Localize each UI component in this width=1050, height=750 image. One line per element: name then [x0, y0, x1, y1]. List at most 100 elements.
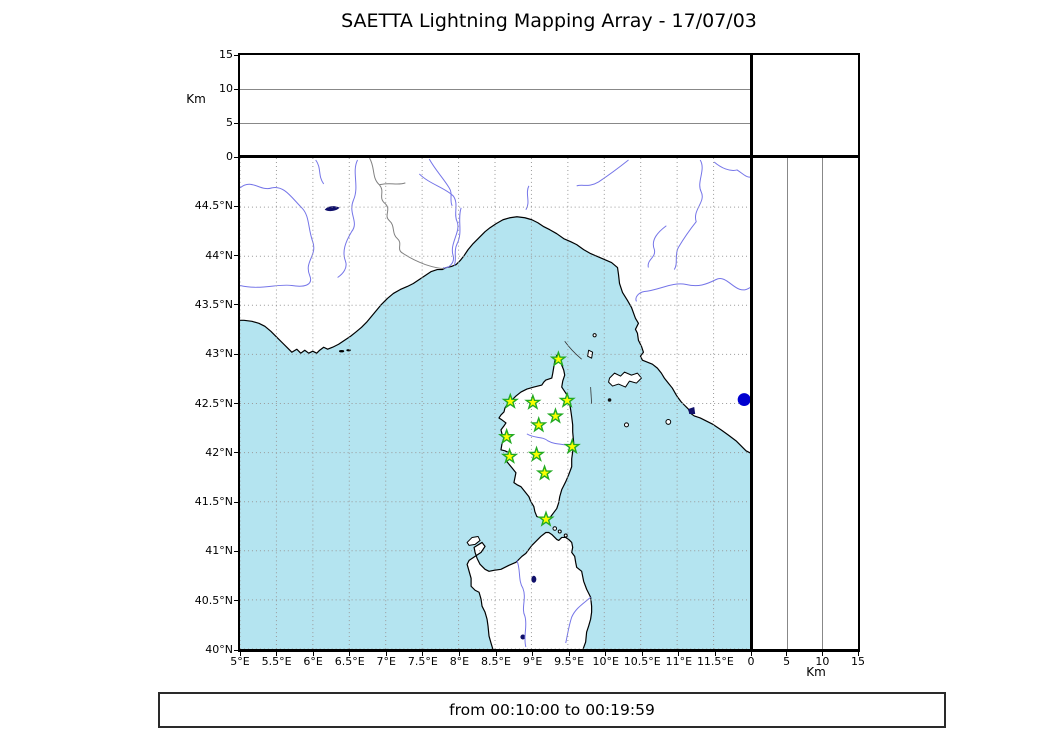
shoal-lines: [564, 341, 593, 405]
frame-line: [238, 53, 240, 652]
lon-tick-label: 5.5°E: [261, 655, 292, 668]
station-star-marker: [558, 391, 576, 408]
axis-tick: [234, 156, 238, 158]
map-canvas: [240, 158, 750, 649]
lat-tick-label: 42.5°N: [194, 396, 233, 410]
axis-tick: [239, 652, 241, 656]
axis-tick: [234, 403, 238, 404]
altitude-gridline: [822, 158, 824, 649]
lon-tick-label: 10°E: [592, 655, 619, 668]
hyeres-islet: [339, 350, 345, 353]
sardinia-lake: [531, 575, 537, 583]
station-star-marker: [524, 393, 542, 410]
axis-tick: [312, 652, 314, 656]
axis-tick: [786, 652, 788, 656]
axis-tick: [678, 652, 680, 656]
time-range-text: from 00:10:00 to 00:19:59: [449, 701, 655, 719]
asinara-island: [466, 535, 481, 546]
argentario-headland: [688, 406, 696, 414]
axis-tick: [276, 652, 278, 656]
lon-tick-label: 7°E: [376, 655, 396, 668]
right-panel-km-label: Km: [806, 665, 826, 679]
axis-tick: [234, 205, 238, 207]
altitude-tick-label: 5: [783, 655, 791, 668]
altitude-tick-label: 15: [851, 655, 865, 668]
country-borders: [369, 158, 445, 270]
lon-tick-label: 9.5°E: [554, 655, 585, 668]
station-star-marker: [549, 350, 568, 367]
station-star-marker: [500, 447, 519, 464]
giglio-island: [665, 419, 672, 425]
pianosa-island: [607, 398, 612, 402]
altitude-tick-label: 15: [219, 48, 233, 61]
bonifacio-islet: [552, 526, 558, 531]
axis-tick: [234, 122, 238, 124]
altitude-gridline: [240, 123, 750, 124]
axis-tick: [234, 550, 238, 552]
continental-coastline: [240, 158, 750, 454]
altitude-tick-label: 10: [219, 82, 233, 95]
sardinia-lake: [520, 634, 526, 640]
lma-station-markers: [498, 350, 581, 527]
station-star-marker: [498, 427, 516, 445]
altitude-tick-label: 5: [226, 116, 233, 129]
lon-tick-label: 6.5°E: [334, 655, 365, 668]
bonifacio-islet: [557, 529, 562, 534]
montecristo-island: [623, 422, 629, 428]
lon-tick-label: 9°E: [522, 655, 543, 668]
lat-tick-label: 42°N: [205, 445, 233, 459]
station-star-marker: [563, 437, 581, 455]
axis-tick: [234, 88, 238, 90]
top-panel-km-label: Km: [186, 92, 206, 106]
axis-tick: [458, 652, 460, 656]
map-gridlines: [240, 158, 750, 649]
lon-tick-label: 8.5°E: [481, 655, 511, 668]
lat-tick-label: 43.5°N: [194, 297, 233, 311]
frame-line: [858, 53, 860, 652]
lon-tick-label: 11.5°E: [696, 655, 734, 668]
axis-tick: [234, 54, 238, 56]
frame-line: [238, 53, 860, 55]
capraia-island: [587, 349, 594, 359]
lat-tick-label: 44°N: [205, 248, 233, 262]
axis-tick: [234, 452, 238, 454]
lat-tick-label: 40°N: [205, 643, 233, 656]
frame-line: [238, 155, 860, 158]
station-star-marker: [537, 510, 555, 527]
axis-tick: [821, 652, 823, 656]
station-star-marker: [501, 392, 519, 409]
sardinia-coastline: [466, 531, 593, 649]
lat-tick-label: 41°N: [205, 544, 233, 558]
frame-line: [750, 53, 753, 652]
time-range-box: from 00:10:00 to 00:19:59: [158, 692, 946, 728]
lon-tick-label: 5°E: [230, 655, 250, 668]
lat-tick-label: 43°N: [205, 347, 233, 361]
station-star-marker: [527, 445, 546, 462]
lat-tick-label: 40.5°N: [194, 593, 233, 607]
event-dot: [737, 393, 750, 407]
event-dot-marker: [737, 393, 750, 407]
axis-tick: [234, 501, 238, 503]
axis-tick: [234, 649, 238, 651]
axis-tick: [641, 652, 643, 656]
axis-tick: [385, 652, 387, 656]
lat-tick-label: 44.5°N: [194, 199, 233, 213]
altitude-tick-label: 0: [226, 150, 233, 163]
altitude-tick-label: 0: [747, 655, 755, 668]
station-star-marker: [546, 407, 565, 424]
lon-tick-label: 7.5°E: [407, 655, 438, 668]
axis-tick: [605, 652, 607, 656]
altitude-gridline: [240, 89, 750, 90]
bonifacio-islet: [563, 533, 568, 538]
axis-tick: [750, 652, 752, 656]
lon-tick-label: 6°E: [303, 655, 323, 668]
lon-tick-label: 10.5°E: [623, 655, 661, 668]
land-masses: [240, 158, 750, 649]
lat-tick-label: 41.5°N: [194, 495, 233, 509]
elba-island: [608, 371, 642, 388]
figure-title: SAETTA Lightning Mapping Array - 17/07/0…: [341, 10, 757, 32]
station-star-marker: [535, 464, 554, 481]
axis-tick: [495, 652, 497, 656]
axis-tick: [234, 304, 238, 306]
